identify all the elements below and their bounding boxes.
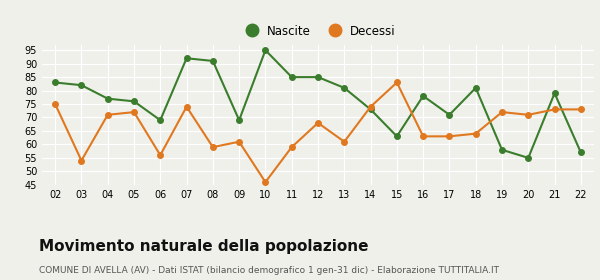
Decessi [499, 110, 506, 114]
Nascite [367, 108, 374, 111]
Decessi [183, 105, 190, 108]
Decessi [236, 140, 243, 143]
Decessi [577, 108, 584, 111]
Decessi [367, 105, 374, 108]
Decessi [314, 121, 322, 125]
Nascite [236, 118, 243, 122]
Decessi [446, 135, 453, 138]
Decessi [262, 180, 269, 184]
Decessi [78, 159, 85, 162]
Nascite [209, 59, 217, 63]
Text: COMUNE DI AVELLA (AV) - Dati ISTAT (bilancio demografico 1 gen-31 dic) - Elabora: COMUNE DI AVELLA (AV) - Dati ISTAT (bila… [39, 266, 499, 275]
Nascite [183, 57, 190, 60]
Nascite [499, 148, 506, 151]
Decessi [341, 140, 348, 143]
Line: Decessi: Decessi [52, 80, 584, 185]
Nascite [130, 100, 137, 103]
Nascite [551, 92, 558, 95]
Nascite [446, 113, 453, 116]
Nascite [288, 75, 295, 79]
Decessi [393, 81, 400, 84]
Nascite [341, 86, 348, 90]
Nascite [52, 81, 59, 84]
Decessi [104, 113, 112, 116]
Decessi [472, 132, 479, 135]
Decessi [130, 110, 137, 114]
Nascite [472, 86, 479, 90]
Decessi [419, 135, 427, 138]
Decessi [524, 113, 532, 116]
Nascite [419, 94, 427, 98]
Nascite [262, 48, 269, 52]
Nascite [78, 83, 85, 87]
Nascite [104, 97, 112, 100]
Decessi [288, 145, 295, 149]
Decessi [551, 108, 558, 111]
Legend: Nascite, Decessi: Nascite, Decessi [235, 20, 401, 42]
Nascite [314, 75, 322, 79]
Nascite [157, 118, 164, 122]
Nascite [524, 156, 532, 160]
Text: Movimento naturale della popolazione: Movimento naturale della popolazione [39, 239, 368, 255]
Decessi [52, 102, 59, 106]
Nascite [577, 151, 584, 154]
Decessi [209, 145, 217, 149]
Decessi [157, 153, 164, 157]
Line: Nascite: Nascite [52, 47, 584, 161]
Nascite [393, 135, 400, 138]
